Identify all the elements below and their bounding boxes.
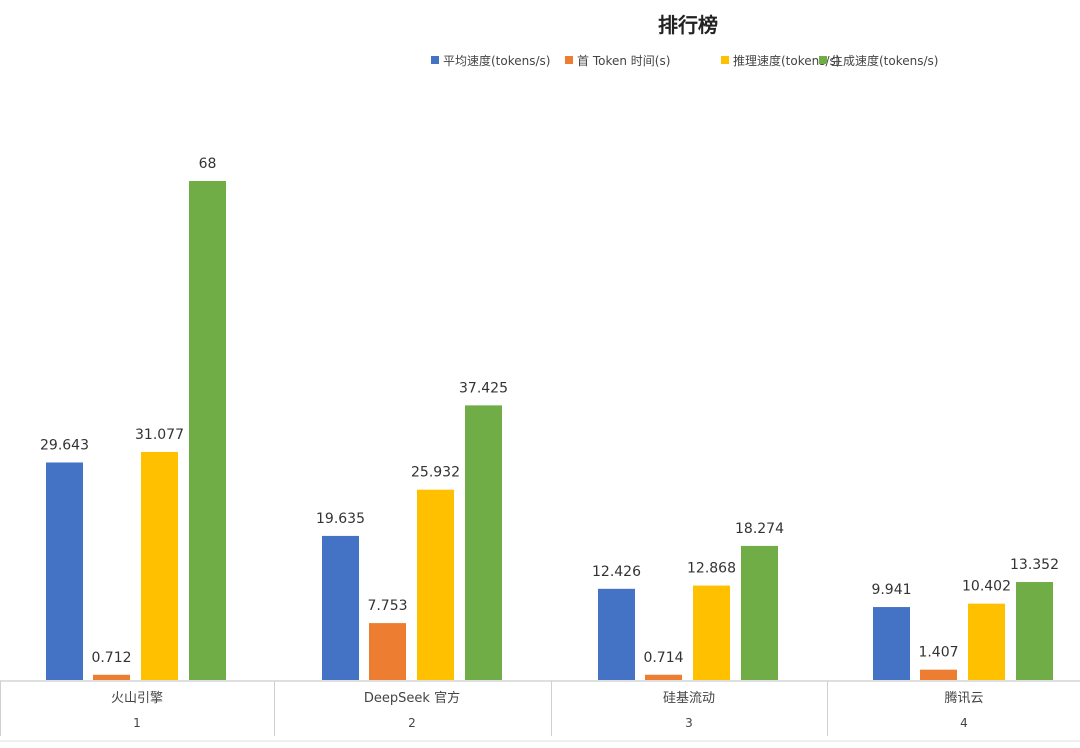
x-tick-rank: 3	[685, 716, 693, 730]
x-tick-label: 火山引擎	[111, 691, 163, 706]
bar	[189, 181, 226, 680]
bar-value-label: 0.712	[91, 650, 131, 666]
chart-legend: 平均速度(tokens/s) 首 Token 时间(s) 推理速度(tokens/s…	[431, 53, 938, 68]
bar-value-label: 10.402	[962, 579, 1011, 595]
bar	[873, 607, 910, 680]
bar-value-label: 37.425	[459, 380, 508, 396]
legend-label: 生成速度(tokens/s)	[831, 53, 938, 68]
bar-value-label: 13.352	[1010, 557, 1059, 573]
bar	[369, 623, 406, 680]
x-axis: 火山引擎 1 DeepSeek 官方 2 硅基流动 3 腾讯云 4	[0, 680, 1080, 742]
bar-value-label: 0.714	[643, 650, 683, 666]
x-tick-label: 硅基流动	[663, 691, 715, 706]
legend-swatch	[565, 56, 573, 64]
bar-value-label: 12.868	[687, 561, 736, 577]
bar-group	[46, 181, 1053, 680]
bar	[598, 588, 635, 680]
x-tick-label: DeepSeek 官方	[364, 690, 460, 706]
legend-swatch	[431, 56, 439, 64]
x-tick-rank: 1	[133, 716, 141, 730]
bar-value-label: 25.932	[411, 465, 460, 481]
data-labels: 29.643 0.712 31.077 68 19.635 7.753 25.932 37.4…	[40, 156, 1059, 666]
bar-value-label: 19.635	[316, 511, 365, 527]
bar-value-label: 12.426	[592, 564, 641, 580]
x-tick-rank: 2	[408, 716, 416, 730]
bar-value-label: 7.753	[367, 598, 407, 614]
bar	[968, 603, 1005, 680]
bar	[46, 462, 83, 680]
bar	[465, 405, 502, 680]
bar-value-label: 68	[199, 156, 217, 172]
legend-label: 首 Token 时间(s)	[577, 54, 670, 68]
bar	[693, 585, 730, 680]
legend-swatch	[721, 56, 729, 64]
bar	[417, 489, 454, 680]
legend-label: 平均速度(tokens/s)	[443, 53, 550, 68]
bar-value-label: 18.274	[735, 521, 784, 537]
legend-label: 推理速度(tokens/s)	[733, 53, 840, 68]
x-tick-label: 腾讯云	[944, 690, 983, 706]
bar	[741, 545, 778, 680]
bar	[1016, 582, 1053, 680]
bar	[920, 669, 957, 680]
bar	[645, 674, 682, 680]
chart-title: 排行榜	[658, 13, 718, 37]
bar-value-label: 31.077	[135, 427, 184, 443]
bar	[141, 451, 178, 680]
bar-value-label: 9.941	[871, 582, 911, 598]
legend-swatch	[819, 56, 827, 64]
x-tick-rank: 4	[960, 716, 968, 730]
bar	[322, 535, 359, 680]
bar-value-label: 29.643	[40, 437, 89, 453]
bar-value-label: 1.407	[918, 645, 958, 661]
bar	[93, 674, 130, 680]
